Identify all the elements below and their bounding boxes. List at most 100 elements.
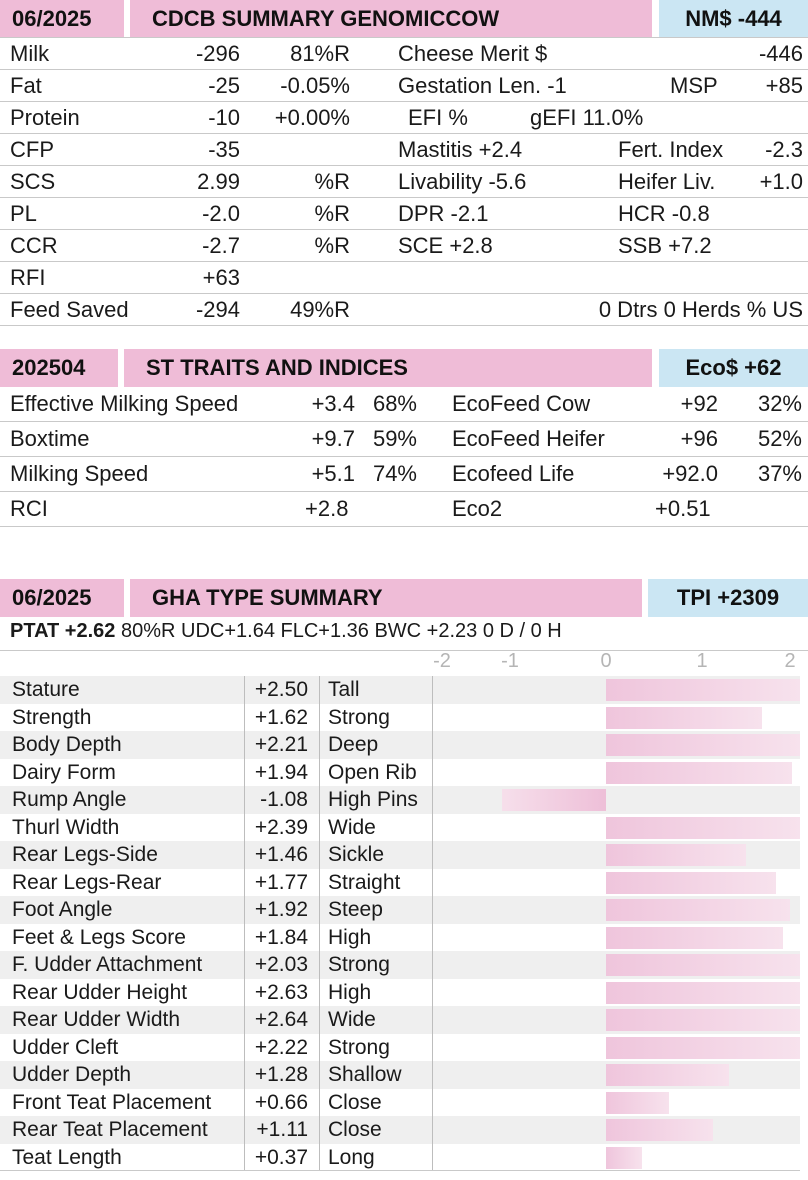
- st-title: ST TRAITS AND INDICES: [124, 349, 652, 387]
- gha-date: 06/2025: [0, 579, 124, 617]
- trait-bar: [606, 954, 800, 976]
- trait-bar: [606, 679, 800, 701]
- trait-descriptor: Open Rib: [328, 760, 417, 784]
- trait-value: +0.66: [254, 1090, 308, 1114]
- axis-tick-label: -2: [433, 650, 451, 672]
- type-trait-row: F. Udder Attachment +2.03 Strong: [0, 951, 800, 979]
- column-divider: [244, 676, 245, 1170]
- column-divider: [319, 676, 320, 1170]
- trait-name: Thurl Width: [12, 815, 120, 839]
- cdcb-cell: -35: [208, 137, 240, 162]
- cdcb-cell: MSP: [670, 73, 718, 98]
- cdcb-cell: -10: [208, 105, 240, 130]
- trait-name: Rear Legs-Rear: [12, 870, 162, 894]
- st-cell: +96: [680, 426, 718, 451]
- trait-descriptor: Close: [328, 1090, 382, 1114]
- cdcb-cell: %R: [314, 201, 350, 226]
- trait-name: Udder Cleft: [12, 1035, 119, 1059]
- trait-value: +1.77: [254, 870, 308, 894]
- trait-descriptor: Strong: [328, 1035, 390, 1059]
- trait-descriptor: Strong: [328, 705, 390, 729]
- cdcb-cell: Gestation Len. -1: [398, 73, 567, 98]
- cdcb-row: CCR -2.7 %R SCE +2.8 SSB +7.2: [0, 230, 808, 262]
- type-trait-row: Teat Length +0.37 Long: [0, 1144, 800, 1172]
- cdcb-cell: 81%R: [290, 41, 350, 66]
- ptat-value: PTAT +2.62: [10, 620, 116, 642]
- type-trait-row: Rump Angle -1.08 High Pins: [0, 786, 800, 814]
- st-cell: +92: [680, 391, 718, 416]
- cdcb-row: Feed Saved -294 49%R 0 Dtrs 0 Herds % US: [0, 294, 808, 326]
- type-trait-row: Stature +2.50 Tall: [0, 676, 800, 704]
- trait-value: +1.28: [254, 1063, 308, 1086]
- st-cell: EcoFeed Cow: [452, 391, 591, 416]
- cdcb-row: Milk -296 81%R Cheese Merit $ -446: [0, 38, 808, 70]
- cdcb-cell: -25: [208, 73, 240, 98]
- trait-value: +1.62: [254, 705, 308, 729]
- st-eco-index: Eco$ +62: [659, 349, 808, 387]
- trait-descriptor: Straight: [328, 870, 401, 894]
- type-trait-row: Thurl Width +2.39 Wide: [0, 814, 800, 842]
- cdcb-cell: 49%R: [290, 297, 350, 322]
- trait-value: +2.39: [254, 815, 308, 839]
- st-cell: 59%: [372, 426, 417, 451]
- cdcb-cell: gEFI 11.0%: [530, 105, 644, 130]
- cdcb-cell: 0 Dtrs 0 Herds % US: [598, 297, 803, 322]
- cdcb-cell: Fat: [10, 73, 42, 98]
- cdcb-cell: -2.7: [202, 233, 240, 258]
- trait-value: +2.21: [254, 733, 308, 756]
- trait-bar: [606, 1036, 800, 1059]
- trait-name: F. Udder Attachment: [12, 953, 203, 976]
- trait-descriptor: Shallow: [328, 1063, 402, 1086]
- trait-bar: [606, 1009, 800, 1031]
- trait-descriptor: Close: [328, 1118, 382, 1141]
- st-date: 202504: [0, 349, 118, 387]
- cdcb-row: PL -2.0 %R DPR -2.1 HCR -0.8: [0, 198, 808, 230]
- trait-descriptor: Long: [328, 1145, 375, 1169]
- axis-tick-label: -1: [501, 650, 519, 672]
- trait-value: +1.84: [254, 925, 308, 949]
- trait-descriptor: High: [328, 925, 372, 949]
- cdcb-cell: %R: [314, 233, 350, 258]
- trait-bar: [606, 844, 747, 866]
- type-trait-row: Dairy Form +1.94 Open Rib: [0, 759, 800, 787]
- st-row: Boxtime +9.7 59% EcoFeed Heifer +96 52%: [0, 422, 808, 457]
- trait-descriptor: Tall: [328, 678, 360, 701]
- cdcb-cell: 2.99: [197, 169, 240, 194]
- st-cell: +9.7: [311, 426, 355, 451]
- cdcb-cell: EFI %: [408, 105, 468, 130]
- cdcb-cell: Cheese Merit $: [398, 41, 548, 66]
- st-cell: 52%: [757, 426, 802, 451]
- cdcb-cell: +63: [202, 265, 240, 290]
- trait-name: Dairy Form: [12, 760, 116, 784]
- trait-name: Rear Teat Placement: [12, 1118, 208, 1141]
- trait-value: +2.50: [254, 678, 308, 701]
- trait-name: Feet & Legs Score: [12, 925, 186, 949]
- st-header: 202504 ST TRAITS AND INDICES Eco$ +62: [0, 349, 808, 387]
- trait-bar: [606, 761, 793, 784]
- type-trait-row: Rear Udder Width +2.64 Wide: [0, 1006, 800, 1034]
- cdcb-cell: -2.0: [202, 201, 240, 226]
- cdcb-cell: +1.0: [759, 169, 803, 194]
- gha-header: 06/2025 GHA TYPE SUMMARY TPI +2309: [0, 579, 808, 617]
- trait-descriptor: Wide: [328, 1008, 376, 1031]
- type-trait-row: Rear Legs-Side +1.46 Sickle: [0, 841, 800, 869]
- st-cell: +92.0: [662, 461, 718, 486]
- type-trait-row: Foot Angle +1.92 Steep: [0, 896, 800, 924]
- st-cell: 37%: [757, 461, 802, 486]
- cdcb-header: 06/2025 CDCB SUMMARY GENOMICCOW NM$ -444: [0, 0, 808, 38]
- trait-value: +2.03: [254, 953, 308, 976]
- trait-name: Front Teat Placement: [12, 1090, 212, 1114]
- cdcb-cell: SCS: [10, 169, 56, 194]
- st-cell: +0.51: [655, 496, 711, 521]
- trait-bar: [606, 1064, 729, 1086]
- trait-value: +2.63: [254, 980, 308, 1004]
- trait-bar: [606, 816, 800, 839]
- cdcb-cell: Livability -5.6: [398, 169, 527, 194]
- st-cell: +2.8: [305, 496, 349, 521]
- cdcb-cell: -0.05%: [280, 73, 350, 98]
- trait-bar: [606, 926, 783, 949]
- trait-descriptor: Steep: [328, 898, 383, 921]
- st-cell: EcoFeed Heifer: [452, 426, 605, 451]
- trait-value: +1.94: [254, 760, 308, 784]
- cdcb-cell: CFP: [10, 137, 54, 162]
